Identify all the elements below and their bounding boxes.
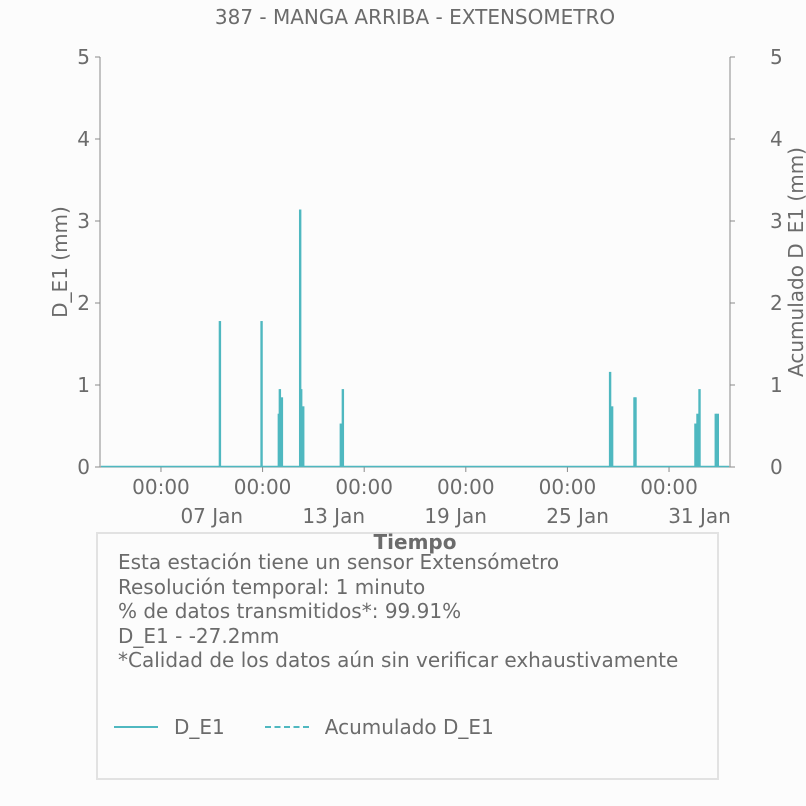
y-axis-label: D_E1 (mm) <box>48 206 72 318</box>
y-tick-label: 0 <box>77 455 90 479</box>
data-bar <box>696 413 699 467</box>
data-bar <box>260 321 263 467</box>
y2-tick-label: 3 <box>770 209 783 233</box>
chart-title: 387 - MANGA ARRIBA - EXTENSOMETRO <box>215 5 615 29</box>
legend-swatch-dashed <box>264 726 309 728</box>
data-bar <box>299 389 303 467</box>
info-lines: Esta estación tiene un sensor Extensómet… <box>118 550 678 673</box>
data-bar <box>298 209 302 467</box>
x-tick-label-time: 00:00 <box>640 475 698 499</box>
data-bar <box>280 397 284 467</box>
y2-axis-label: Acumulado D_E1 (mm) <box>784 147 806 377</box>
y2-tick-label: 5 <box>770 45 783 69</box>
x-tick-label-date: 07 Jan <box>180 504 243 528</box>
y-tick-label: 5 <box>77 45 90 69</box>
legend-item-acumulado: Acumulado D_E1 <box>264 715 494 739</box>
data-bar <box>341 389 345 467</box>
y2-tick-label: 1 <box>770 373 783 397</box>
y2-tick-label: 2 <box>770 291 783 315</box>
y2-tick-label: 0 <box>770 455 783 479</box>
info-line-transmitted: % de datos transmitidos*: 99.91% <box>118 599 462 623</box>
chart: 387 - MANGA ARRIBA - EXTENSOMETRO 0 0 1 1 2 2… <box>48 5 806 528</box>
info-line-total: D_E1 - -27.2mm <box>118 623 280 648</box>
y2-tick-label: 4 <box>770 127 783 151</box>
info-line-quality-note: *Calidad de los datos aún sin verificar … <box>118 648 679 672</box>
x-tick-label-date: 13 Jan <box>302 504 365 528</box>
bars <box>101 209 729 468</box>
x-tick-label-time: 00:00 <box>437 475 495 499</box>
legend-item-d-e1: D_E1 <box>114 715 225 739</box>
legend: D_E1 Acumulado D_E1 <box>114 714 534 740</box>
info-line-resolution: Resolución temporal: 1 minuto <box>118 574 426 599</box>
data-bar <box>302 406 305 467</box>
legend-swatch-solid <box>114 726 158 728</box>
data-bar <box>608 371 612 467</box>
x-axis-label: Tiempo <box>373 530 457 554</box>
data-bar <box>339 423 343 467</box>
info-box: Esta estación tiene un sensor Extensómet… <box>96 532 719 780</box>
data-bar <box>610 406 614 467</box>
data-bar <box>694 423 697 467</box>
x-tick-label-date: 25 Jan <box>546 504 609 528</box>
y-tick-label: 2 <box>77 291 90 315</box>
data-bar <box>698 389 701 467</box>
data-bar <box>278 389 282 467</box>
x-tick-label-time: 00:00 <box>132 475 190 499</box>
data-bar <box>714 413 717 467</box>
x-tick-label-date: 19 Jan <box>424 504 487 528</box>
axes: 0 0 1 1 2 2 3 3 4 4 5 5 00:00 00:00 00:00 00:00 00:00 00:… <box>77 45 782 528</box>
legend-label: Acumulado D_E1 <box>324 715 494 739</box>
y-tick-label: 3 <box>77 209 90 233</box>
x-tick-label-time: 00:00 <box>539 475 597 499</box>
y-tick-label: 1 <box>77 373 90 397</box>
info-line-sensor: Esta estación tiene un sensor Extensómet… <box>118 550 560 574</box>
legend-label: D_E1 <box>174 715 225 739</box>
data-bar <box>716 413 720 467</box>
data-bar <box>218 321 222 467</box>
x-tick-label-time: 00:00 <box>234 475 292 499</box>
data-bar <box>634 397 637 467</box>
y-tick-label: 4 <box>77 127 90 151</box>
x-tick-label-time: 00:00 <box>335 475 393 499</box>
x-tick-label-date: 31 Jan <box>668 504 731 528</box>
